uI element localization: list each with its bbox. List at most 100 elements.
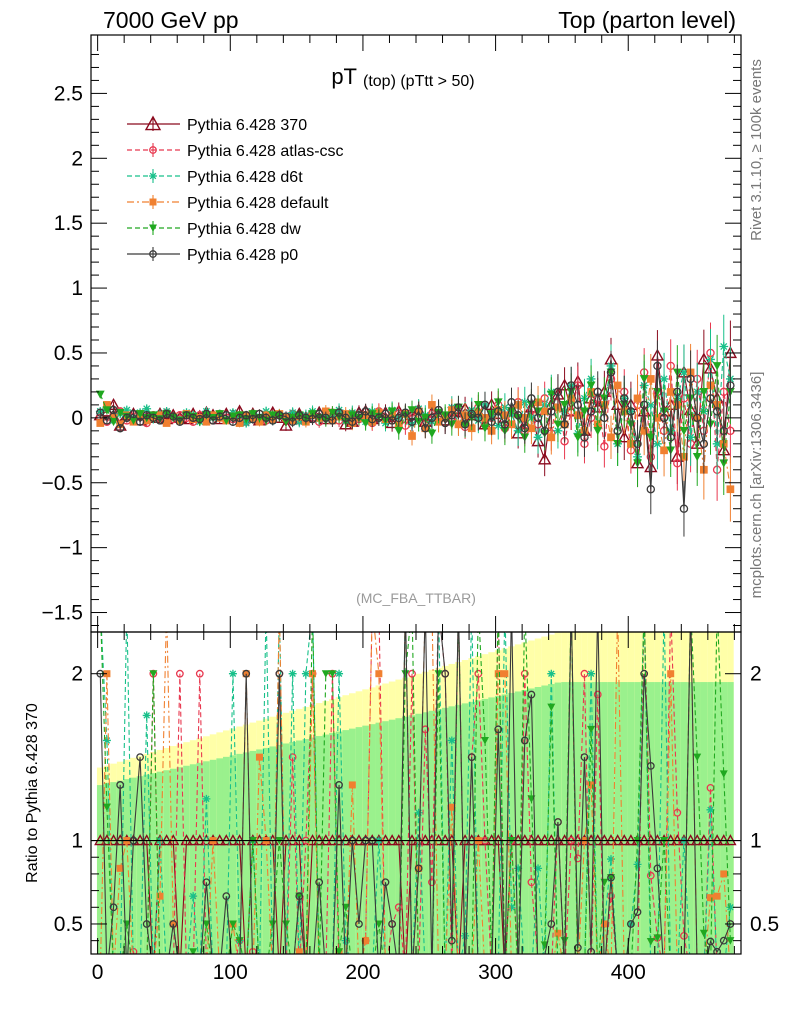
data-point <box>646 433 656 442</box>
ratio-point <box>169 920 178 928</box>
data-point <box>547 407 556 416</box>
data-point <box>686 432 695 442</box>
ratio-point <box>554 929 562 937</box>
data-point <box>334 408 344 417</box>
ratio-band-inner <box>203 761 210 954</box>
ratio-band-inner <box>455 704 462 954</box>
ratio-point <box>646 871 655 880</box>
ratio-point <box>706 937 715 946</box>
ratio-point <box>175 669 184 678</box>
main-y-tick-label: 1.5 <box>54 212 83 235</box>
ratio-point <box>607 855 615 864</box>
data-point <box>719 426 728 436</box>
legend-label: Pythia 6.428 p0 <box>187 247 298 264</box>
ratio-band-inner <box>329 733 336 954</box>
ratio-band-inner <box>481 698 489 954</box>
data-point <box>361 407 370 416</box>
ratio-band-inner <box>528 688 535 954</box>
data-point <box>408 432 416 440</box>
ratio-point <box>136 753 144 762</box>
data-point <box>699 439 709 449</box>
data-point <box>480 400 490 410</box>
ratio-point <box>375 670 383 678</box>
ratio-point <box>501 670 509 678</box>
ratio-point <box>726 937 735 945</box>
data-point <box>387 407 397 416</box>
data-point <box>726 485 735 494</box>
ratio-band-inner <box>103 783 111 954</box>
data-point <box>142 404 152 414</box>
ratio-band-inner <box>136 776 144 954</box>
ratio-point <box>142 920 151 928</box>
main-y-tick-label: 0 <box>71 407 83 430</box>
data-point <box>394 413 403 423</box>
ratio-point <box>341 936 350 945</box>
ratio-point <box>295 892 304 901</box>
data-point <box>580 433 589 442</box>
ratio-band-inner <box>587 682 595 954</box>
data-point <box>135 417 145 426</box>
ratio-y-tick-label-right: 1 <box>750 830 762 853</box>
ratio-point <box>673 808 682 817</box>
data-point <box>434 405 443 415</box>
data-point <box>129 409 138 419</box>
ratio-band-inner <box>302 739 310 954</box>
ratio-band-inner <box>534 687 542 954</box>
data-point <box>494 407 503 416</box>
data-point <box>699 388 709 397</box>
ratio-band-inner <box>402 716 409 954</box>
legend: Pythia 6.428 370 Pythia 6.428 atlas-csc Py… <box>127 115 344 264</box>
ratio-point <box>547 703 556 712</box>
main-series-layer <box>93 314 738 537</box>
data-point <box>394 426 404 436</box>
side-label-bottom: mcplots.cern.ch [arXiv:1306.3436] <box>748 372 765 599</box>
data-point <box>248 410 258 419</box>
data-point <box>726 381 735 390</box>
ratio-band-inner <box>415 713 422 954</box>
data-point <box>593 387 602 397</box>
data-point <box>640 426 649 435</box>
ratio-point <box>554 818 562 826</box>
ratio-band-inner <box>501 694 509 954</box>
ratio-band-inner <box>713 682 721 954</box>
data-point <box>401 408 410 417</box>
data-point <box>540 426 549 436</box>
ratio-band-inner <box>647 682 655 954</box>
ratio-band-inner <box>169 768 177 954</box>
ratio-point <box>480 736 489 745</box>
ratio-point <box>255 753 263 761</box>
plot-title-main: pT <box>331 64 357 89</box>
data-point <box>328 416 337 425</box>
data-point <box>208 416 218 425</box>
data-point <box>102 406 112 415</box>
ratio-band-inner <box>163 770 170 954</box>
ratio-band-inner <box>421 712 429 954</box>
data-point <box>659 374 669 384</box>
data-point <box>169 412 178 421</box>
ratio-band-inner <box>687 682 694 954</box>
ratio-band-inner <box>660 682 668 954</box>
ratio-y-tick-label: 2 <box>71 663 83 686</box>
data-point <box>156 411 164 420</box>
legend-entry: Pythia 6.428 d6t <box>127 169 303 186</box>
data-point <box>537 452 552 465</box>
data-point <box>513 411 523 420</box>
ratio-band-inner <box>514 691 522 954</box>
data-point <box>474 413 483 423</box>
data-point <box>103 401 111 409</box>
x-tick-label: 400 <box>611 961 646 984</box>
ratio-point <box>640 669 649 678</box>
ratio-point <box>235 937 244 945</box>
ratio-point <box>520 669 529 678</box>
ratio-point <box>547 920 556 928</box>
ratio-point <box>514 864 523 873</box>
main-y-tick-label: −0.5 <box>42 472 83 495</box>
data-point <box>586 381 596 390</box>
data-point <box>679 368 689 377</box>
data-point <box>653 439 662 449</box>
ratio-point <box>706 805 715 814</box>
ratio-point <box>428 878 436 887</box>
ratio-band-inner <box>488 697 495 954</box>
data-point <box>500 420 510 429</box>
data-point <box>407 417 417 426</box>
